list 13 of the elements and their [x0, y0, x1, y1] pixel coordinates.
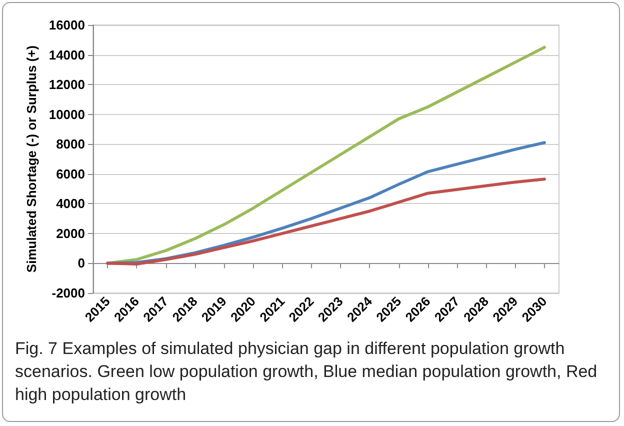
y-tick-label: 8000: [56, 136, 85, 152]
y-tick-label: 0: [78, 256, 85, 271]
y-tick-label: -2000: [52, 286, 85, 300]
caption: Fig. 7 Examples of simulated physician gap in different population growth scenarios. Green low population growth, Blue median population growth, Red high population growth: [15, 338, 598, 406]
line-series: [106, 178, 546, 266]
y-tick-label: 2000: [56, 226, 85, 241]
y-tick-label: 4000: [56, 196, 85, 212]
y-tick-label: 10000: [48, 106, 85, 122]
y-tick-label: 16000: [48, 18, 85, 32]
y-axis-title: Simulated Shortage (-) or Surplus (+): [24, 45, 39, 273]
y-tick-label: 12000: [48, 77, 85, 92]
y-tick-label: 14000: [48, 47, 85, 62]
y-tick-label: 6000: [56, 166, 85, 182]
